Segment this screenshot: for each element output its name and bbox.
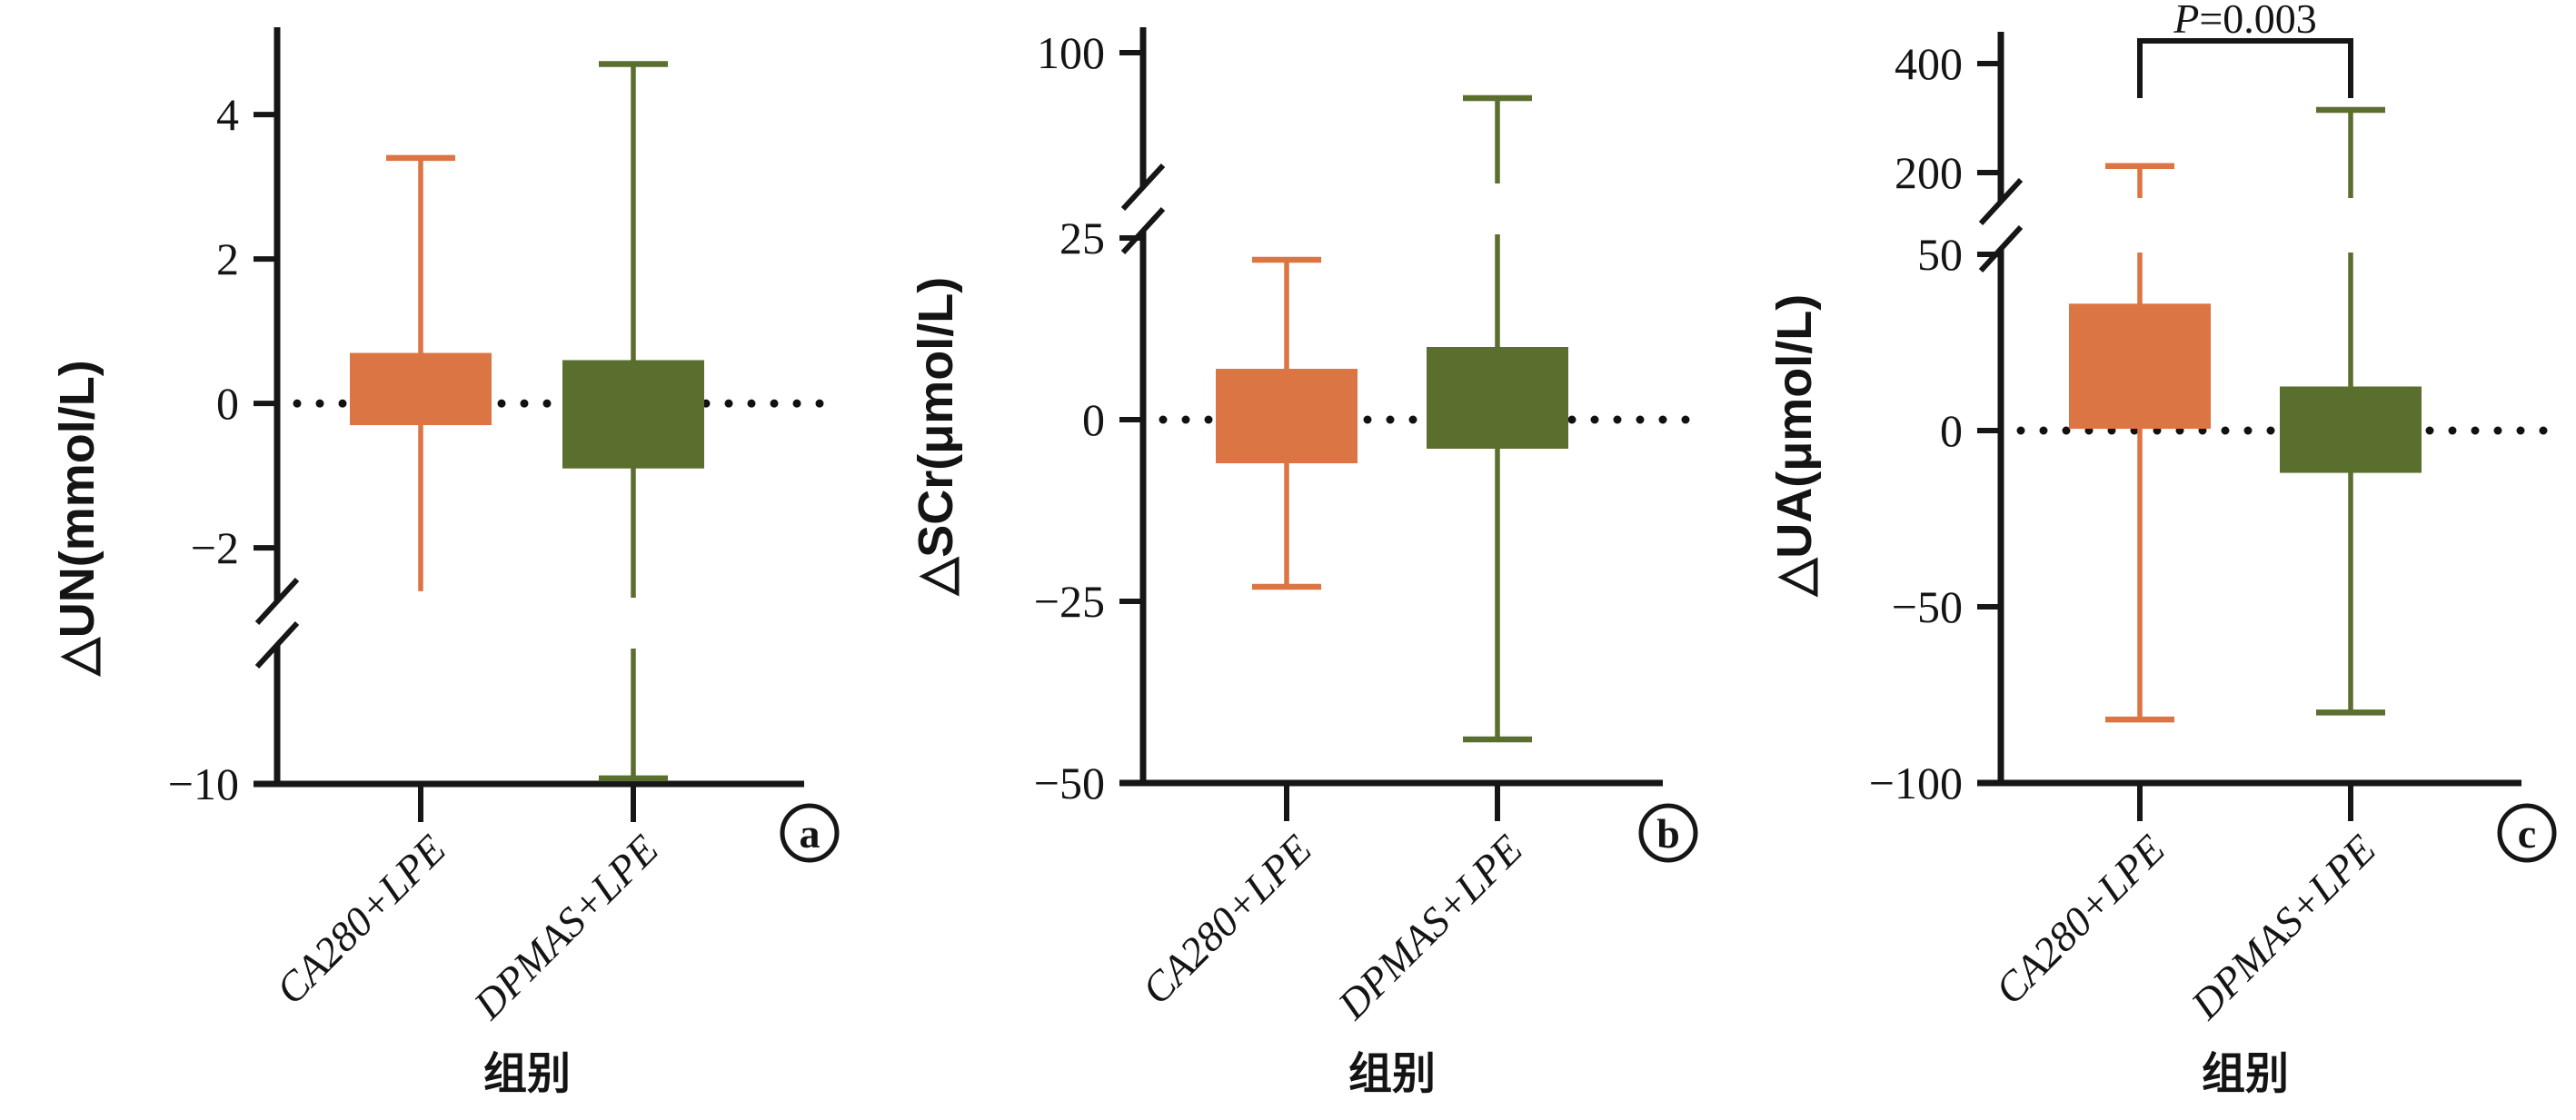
axis-break-slash xyxy=(1120,163,1166,212)
zero-dotted-line xyxy=(497,399,506,408)
panel-letter-circle xyxy=(2497,803,2557,863)
zero-dotted-line xyxy=(815,399,824,408)
panel-c-chart: 400 200 50 0 −50 −100 P=0.003 CA280+LPE DPMAS+LP… xyxy=(1767,0,2557,1098)
y-tick-label: 50 xyxy=(1917,229,1963,280)
zero-dotted-line xyxy=(770,399,779,408)
zero-dotted-line xyxy=(1590,415,1599,424)
y-tick-label: −25 xyxy=(1034,576,1105,627)
panel-b-chart: 100 25 0 −25 −50 CA280+LPE DPMAS+LPE △SCr(μmol/… xyxy=(909,27,1698,1098)
zero-dotted-line xyxy=(1681,415,1690,424)
zero-dotted-line xyxy=(293,399,302,408)
axis-break-slash xyxy=(1978,224,2024,273)
zero-dotted-line xyxy=(2448,426,2457,435)
x-category-label: DPMAS+LPE xyxy=(464,826,667,1028)
zero-dotted-line xyxy=(1636,415,1645,424)
y-tick-label: −50 xyxy=(1892,581,1963,632)
y-tick-label: 25 xyxy=(1059,213,1105,263)
zero-dotted-line xyxy=(724,399,733,408)
zero-dotted-line xyxy=(1363,415,1372,424)
zero-dotted-line xyxy=(2016,426,2025,435)
zero-dotted-line xyxy=(2221,426,2230,435)
zero-dotted-line xyxy=(1408,415,1417,424)
zero-dotted-line xyxy=(1204,415,1213,424)
zero-dotted-line xyxy=(1386,415,1395,424)
zero-dotted-line xyxy=(2425,426,2434,435)
x-axis-title: 组别 xyxy=(1348,1050,1436,1098)
x-category-label: DPMAS+LPE xyxy=(1328,826,1531,1028)
y-tick-label: 0 xyxy=(216,378,239,429)
zero-dotted-line xyxy=(747,399,756,408)
panel-letter: a xyxy=(800,810,821,857)
zero-dotted-line xyxy=(2266,426,2275,435)
x-category-label: DPMAS+LPE xyxy=(2182,826,2384,1028)
zero-dotted-line xyxy=(315,399,324,408)
y-tick-label: 0 xyxy=(1940,405,1963,456)
zero-dotted-line xyxy=(1567,415,1576,424)
axis-break-slash xyxy=(1120,206,1166,255)
x-axis-title: 组别 xyxy=(483,1050,571,1098)
y-tick-label: 4 xyxy=(216,89,239,140)
zero-dotted-line xyxy=(2516,426,2525,435)
zero-dotted-line xyxy=(1613,415,1622,424)
box-ca280-lpe xyxy=(2069,303,2211,430)
y-tick-label: −2 xyxy=(191,522,239,573)
zero-dotted-line xyxy=(1159,415,1168,424)
zero-dotted-line xyxy=(2539,426,2548,435)
panel-letter-circle xyxy=(780,803,840,863)
box-dpmas-lpe xyxy=(1427,347,1568,449)
zero-dotted-line xyxy=(2493,426,2502,435)
zero-dotted-line xyxy=(1658,415,1667,424)
significance-bracket xyxy=(2137,38,2353,98)
axis-break-slash xyxy=(254,577,300,626)
x-axis-title: 组别 xyxy=(2202,1050,2289,1098)
axis-break-slash xyxy=(254,620,300,669)
panel-letter: b xyxy=(1656,810,1680,857)
panel-a-chart: 4 2 0 −2 −10 CA280+LPE DPMAS+LPE △UN(mmol/L) 组别 a xyxy=(50,27,840,1098)
y-axis-title: △SCr(μmol/L) xyxy=(909,277,963,598)
x-category-label: CA280+LPE xyxy=(1986,826,2173,1013)
box-dpmas-lpe xyxy=(2280,386,2422,473)
zero-dotted-line xyxy=(520,399,529,408)
zero-dotted-line xyxy=(792,399,801,408)
zero-dotted-line xyxy=(2243,426,2253,435)
p-value-label: P=0.003 xyxy=(2173,0,2317,42)
box-ca280-lpe xyxy=(350,352,492,426)
y-axis-title: △UN(mmol/L) xyxy=(50,360,104,678)
zero-dotted-line xyxy=(1181,415,1190,424)
y-tick-label: 100 xyxy=(1037,27,1105,78)
y-tick-label: 0 xyxy=(1082,394,1105,445)
zero-dotted-line xyxy=(542,399,552,408)
zero-dotted-line xyxy=(338,399,347,408)
y-tick-label: −10 xyxy=(168,758,239,809)
y-tick-label: 200 xyxy=(1895,147,1963,198)
axis-break-slash xyxy=(1978,177,2024,226)
zero-dotted-line xyxy=(2062,426,2071,435)
box-dpmas-lpe xyxy=(562,360,704,469)
panel-letter: c xyxy=(2518,810,2536,857)
zero-dotted-line xyxy=(2039,426,2048,435)
y-axis-title: △UA(μmol/L) xyxy=(1767,294,1822,599)
y-tick-label: −50 xyxy=(1034,758,1105,808)
y-tick-label: 400 xyxy=(1895,38,1963,89)
zero-dotted-line xyxy=(2471,426,2480,435)
y-tick-label: 2 xyxy=(216,233,239,284)
box-ca280-lpe xyxy=(1216,369,1358,463)
x-category-label: CA280+LPE xyxy=(267,826,454,1013)
x-category-label: CA280+LPE xyxy=(1133,826,1320,1013)
panel-letter-circle xyxy=(1638,803,1698,863)
y-tick-label: −100 xyxy=(1869,758,1963,808)
